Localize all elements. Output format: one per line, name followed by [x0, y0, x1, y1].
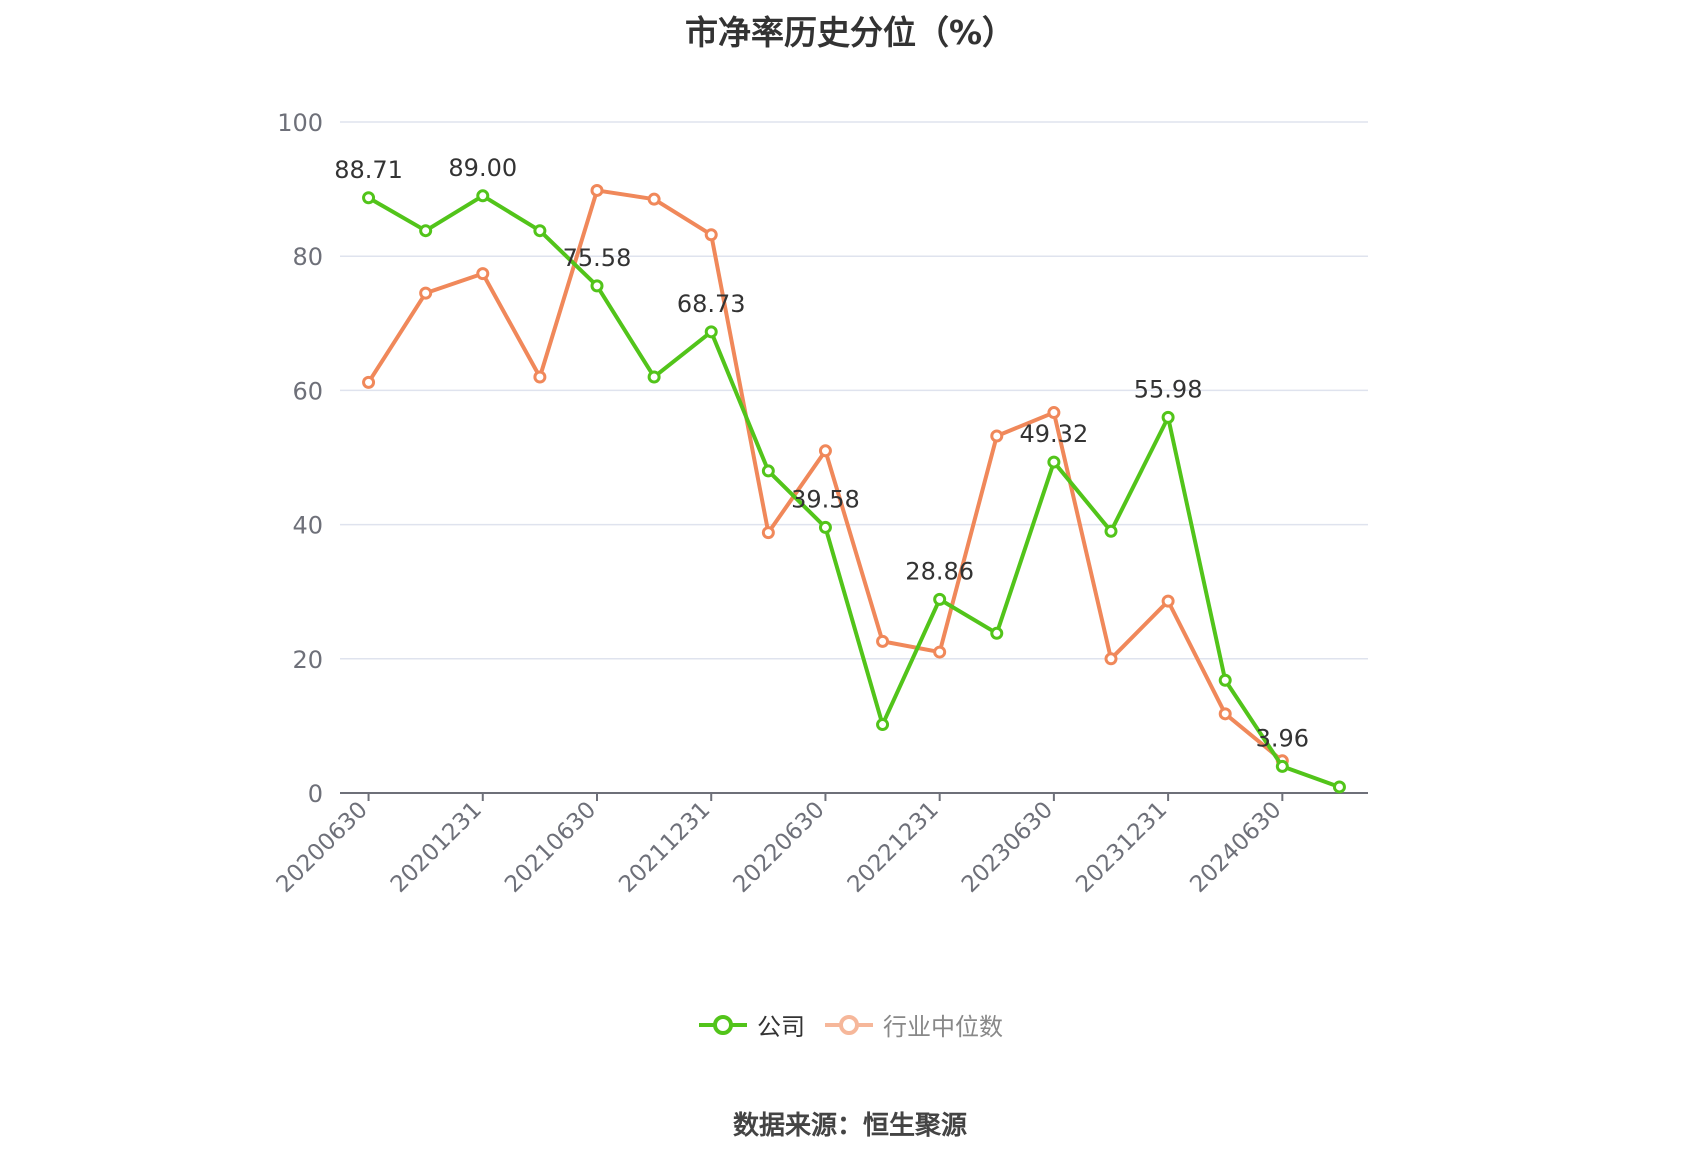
data-point-industry-median: [761, 526, 775, 540]
data-point-company: [590, 279, 604, 293]
data-point-company: [647, 370, 661, 384]
data-point-industry-median: [1047, 406, 1061, 420]
series-layer: [362, 183, 1346, 794]
data-point-industry-median: [419, 286, 433, 300]
data-label: 39.58: [791, 485, 860, 513]
data-point-industry-median: [476, 267, 490, 281]
legend-item-industry-median[interactable]: 行业中位数: [823, 1007, 1003, 1042]
x-tick-label: 20211231: [614, 797, 715, 898]
data-label: 28.86: [905, 557, 974, 585]
x-tick-label: 20230630: [957, 797, 1058, 898]
data-labels: 88.71 89.00 75.58 68.73 39.58 28.86 49.32 55.98…: [334, 154, 1309, 753]
data-point-company: [990, 626, 1004, 640]
data-point-company: [1047, 455, 1061, 469]
data-label: 89.00: [448, 154, 517, 182]
legend-item-company[interactable]: 公司: [697, 1007, 805, 1042]
chart-title: 市净率历史分位（%）: [684, 13, 1016, 52]
data-point-industry-median: [933, 645, 947, 659]
x-tick-label: 20240630: [1185, 797, 1286, 898]
legend-label-company: 公司: [757, 1013, 805, 1041]
data-point-industry-median: [533, 370, 547, 384]
data-point-industry-median: [704, 228, 718, 242]
y-tick-label: 80: [292, 243, 323, 271]
data-point-company: [419, 224, 433, 238]
data-label: 68.73: [677, 290, 746, 318]
y-tick-label: 60: [292, 377, 323, 405]
x-tick-label: 20210630: [500, 797, 601, 898]
data-point-company: [1275, 759, 1289, 773]
data-point-company: [876, 718, 890, 732]
data-point-industry-median: [647, 192, 661, 206]
x-tick-label: 20201231: [386, 797, 487, 898]
data-source: 数据来源：恒生聚源: [732, 1111, 967, 1141]
data-point-industry-median: [362, 375, 376, 389]
data-point-industry-median: [990, 429, 1004, 443]
data-point-industry-median: [876, 634, 890, 648]
data-label: 88.71: [334, 156, 403, 184]
data-point-company: [1332, 780, 1346, 794]
y-tick-label: 40: [292, 512, 323, 540]
y-axis: 0 20 40 60 80 100: [277, 109, 323, 808]
data-label: 55.98: [1134, 375, 1203, 403]
data-point-company: [1161, 410, 1175, 424]
data-label: 49.32: [1020, 420, 1089, 448]
data-point-company: [933, 592, 947, 606]
data-point-industry-median: [818, 444, 832, 458]
data-point-company: [533, 224, 547, 238]
x-tick-label: 20231231: [1071, 797, 1172, 898]
data-point-company: [761, 464, 775, 478]
data-point-industry-median: [1218, 707, 1232, 721]
x-tick-label: 20220630: [729, 797, 830, 898]
x-tick-label: 20200630: [272, 797, 373, 898]
data-point-company: [818, 520, 832, 534]
data-point-industry-median: [1161, 594, 1175, 608]
y-tick-label: 0: [308, 780, 323, 808]
legend-swatch-company: [699, 1014, 747, 1035]
x-tick-label: 20221231: [843, 797, 944, 898]
data-point-company: [1218, 673, 1232, 687]
series-line-industry-median: [366, 188, 1284, 763]
data-point-industry-median: [590, 183, 604, 197]
legend: 公司 行业中位数: [0, 1007, 1700, 1042]
data-point-company: [704, 325, 718, 339]
data-label: 3.96: [1256, 724, 1309, 752]
data-point-industry-median: [1104, 652, 1118, 666]
data-point-company: [362, 191, 376, 205]
x-axis: 20200630 20201231 20210630 20211231 20220630…: [272, 792, 1368, 898]
y-tick-label: 20: [292, 646, 323, 674]
legend-swatch-industry-median: [825, 1014, 873, 1035]
series-line-company: [367, 193, 1341, 789]
y-tick-label: 100: [277, 109, 323, 137]
data-label: 75.58: [563, 244, 632, 272]
data-point-company: [476, 189, 490, 203]
data-point-company: [1104, 524, 1118, 538]
legend-label-industry-median: 行业中位数: [883, 1013, 1003, 1041]
